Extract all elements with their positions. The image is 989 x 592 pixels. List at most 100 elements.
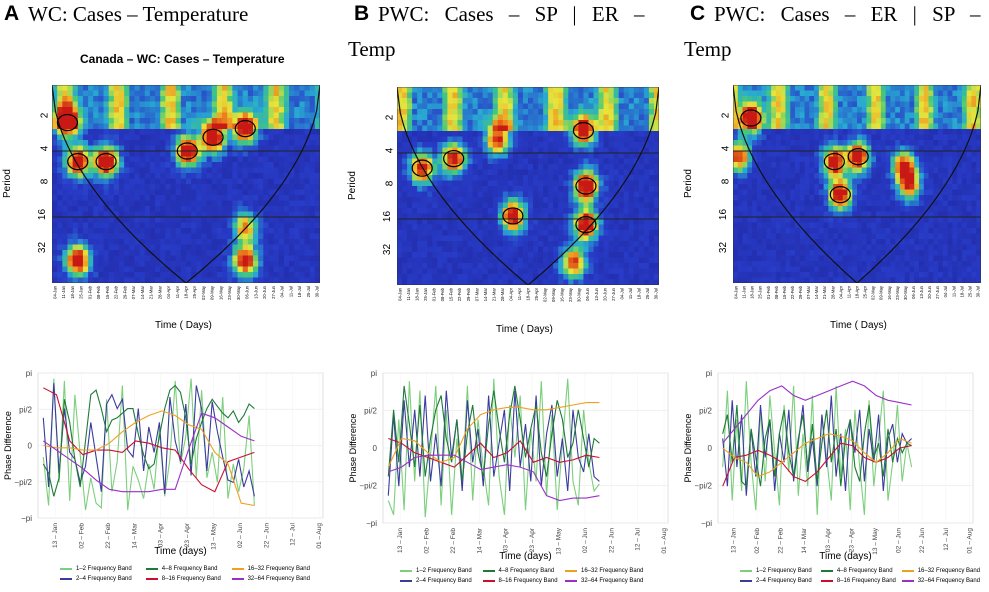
heatmap-cell (573, 241, 579, 248)
heatmap-cell (909, 151, 915, 158)
heatmap-cell (568, 98, 574, 105)
heatmap-cell (861, 189, 868, 196)
heatmap-cell (196, 173, 203, 180)
heatmap-cell (72, 217, 79, 224)
heatmap-cell (196, 101, 203, 108)
heatmap-cell (467, 241, 474, 248)
heatmap-cell (247, 156, 254, 163)
heatmap-cell (818, 107, 825, 114)
heatmap-cell (237, 277, 244, 283)
heatmap-cell (976, 178, 981, 185)
heatmap-cell (462, 169, 469, 176)
heatmap-cell (108, 123, 115, 130)
heatmap-cell (756, 85, 763, 92)
heatmap-cell (747, 90, 753, 97)
heatmap-cell (191, 222, 197, 229)
heatmap-cell (507, 98, 514, 105)
heatmap-cell (643, 186, 650, 193)
heatmap-cell (402, 114, 408, 121)
heatmap-cell (543, 224, 549, 231)
heatmap-cell (77, 272, 84, 279)
heatmap-cell (268, 151, 275, 158)
heatmap-cell (299, 189, 306, 196)
heatmap-cell (294, 184, 300, 191)
heatmap-cell (971, 206, 977, 213)
heatmap-cell (890, 156, 896, 163)
heatmap-cell (866, 156, 872, 163)
heatmap-cell (761, 140, 767, 147)
heatmap-cell (52, 255, 58, 262)
heatmap-cell (165, 217, 172, 224)
heatmap-cell (108, 239, 115, 246)
heatmap-cell (522, 191, 529, 198)
heatmap-cell (613, 197, 620, 204)
heatmap-cell (216, 118, 223, 125)
heatmap-cell (799, 162, 806, 169)
heatmap-cell (462, 153, 469, 160)
heatmap-cell (278, 277, 285, 283)
heatmap-cell (914, 195, 920, 202)
heatmap-cell (216, 162, 223, 169)
heatmap-cell (648, 235, 655, 242)
heatmap-cell (427, 120, 433, 127)
heatmap-cell (462, 230, 469, 237)
heatmap-cell (191, 200, 197, 207)
heatmap-cell (407, 153, 413, 160)
heatmap-cell (186, 167, 192, 174)
heatmap-cell (517, 175, 524, 182)
heatmap-cell (833, 145, 839, 152)
heatmap-cell (522, 103, 529, 110)
heatmap-cell (402, 241, 408, 248)
heatmap-cell (437, 224, 443, 231)
heatmap-cell (417, 120, 423, 127)
heatmap-cell (216, 178, 223, 185)
heatmap-cell (432, 153, 438, 160)
heatmap-cell (472, 268, 479, 275)
heatmap-cell (457, 175, 464, 182)
heatmap-cell (558, 241, 564, 248)
heatmap-cell (67, 200, 74, 207)
heatmap-cell (598, 147, 605, 154)
heatmap-cell (852, 123, 858, 130)
heatmap-cell (253, 206, 259, 213)
heatmap-cell (304, 233, 311, 240)
heatmap-cell (289, 118, 295, 125)
heatmap-cell (790, 129, 796, 136)
heatmap-cell (938, 145, 944, 152)
heatmap-cell (98, 178, 105, 185)
heatmap-cell (170, 145, 177, 152)
heatmap-cell (847, 101, 853, 108)
heatmap-cell (477, 164, 484, 171)
heatmap-cell (512, 230, 519, 237)
heatmap-cell (904, 173, 911, 180)
heatmap-cell (947, 200, 953, 207)
heatmap-cell (422, 186, 428, 193)
heatmap-cell (747, 184, 753, 191)
heatmap-cell (427, 92, 433, 99)
heatmap-cell (752, 90, 758, 97)
heatmap-cell (206, 222, 213, 229)
heatmap-cell (273, 195, 280, 202)
heatmap-cell (623, 208, 630, 215)
panel-b-letter: B (354, 2, 370, 25)
heatmap-cell (170, 112, 177, 119)
heatmap-cell (206, 239, 213, 246)
heatmap-cell (273, 277, 280, 283)
heatmap-cell (497, 186, 504, 193)
heatmap-cell (278, 200, 285, 207)
heatmap-cell (242, 200, 249, 207)
heatmap-cell (283, 211, 290, 218)
heatmap-cell (568, 219, 574, 226)
heatmap-cell (876, 178, 882, 185)
heatmap-cell (818, 167, 825, 174)
heatmap-cell (638, 125, 645, 132)
heatmap-cell (93, 167, 99, 174)
heatmap-cell (904, 145, 911, 152)
heatmap-cell (733, 145, 739, 152)
heatmap-cell (818, 96, 825, 103)
heatmap-cell (278, 272, 285, 279)
heatmap-cell (497, 142, 504, 149)
heatmap-cell (638, 103, 645, 110)
heatmap-cell (477, 120, 484, 127)
heatmap-cell (427, 186, 433, 193)
